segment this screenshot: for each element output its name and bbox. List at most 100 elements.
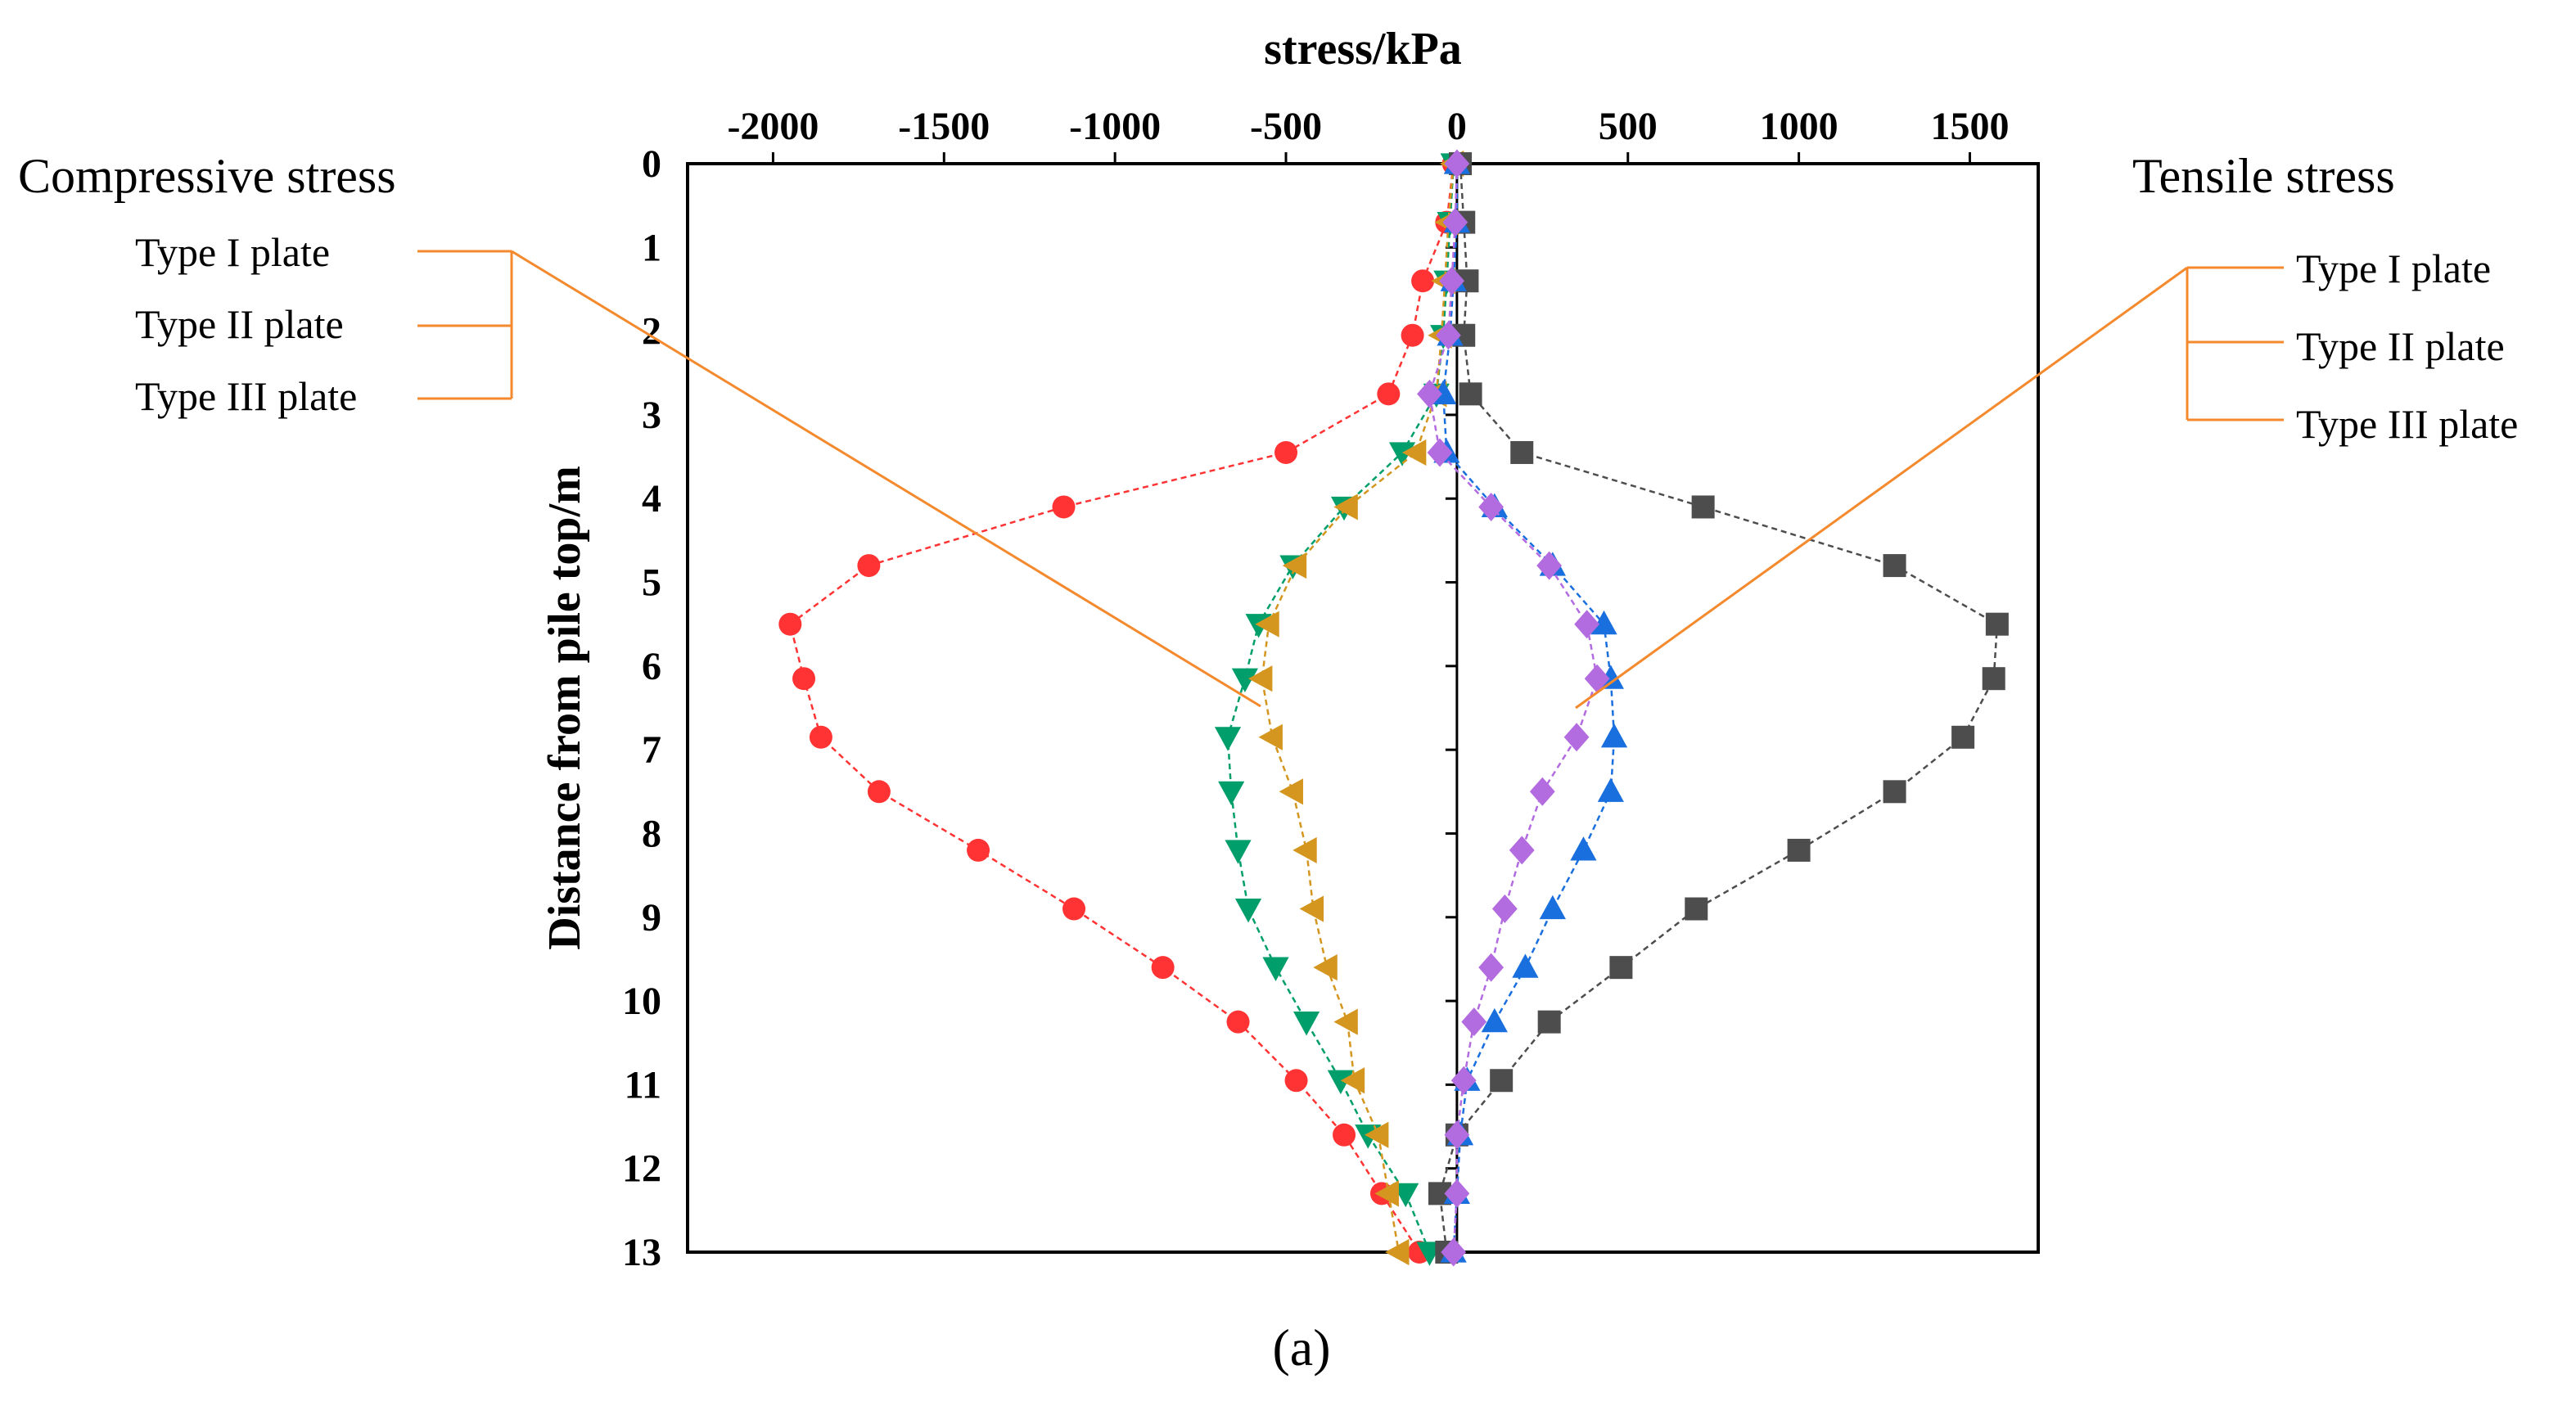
data-point xyxy=(1478,492,1505,521)
data-point xyxy=(1459,382,1482,406)
y-tick-label: 9 xyxy=(642,896,661,940)
data-point xyxy=(1444,1178,1470,1208)
data-point xyxy=(1441,1237,1467,1267)
data-point xyxy=(857,554,881,578)
data-point xyxy=(1529,777,1555,806)
data-point xyxy=(1537,1010,1561,1034)
data-point xyxy=(1883,780,1906,804)
data-point xyxy=(1417,379,1442,408)
data-point xyxy=(1327,1070,1354,1095)
legend-tensile-bracket xyxy=(2186,266,2284,421)
data-point xyxy=(1609,956,1633,980)
legend-compressive: Compressive stress Type I plate Type II … xyxy=(18,149,1261,708)
data-point xyxy=(867,780,891,804)
legend-compressive-leader xyxy=(511,250,1261,708)
data-point xyxy=(1333,1123,1356,1147)
x-axis-title: stress/kPa xyxy=(1264,24,1462,74)
x-tick-label: 1500 xyxy=(1930,105,2009,148)
series-line xyxy=(788,163,1455,1253)
data-point xyxy=(1385,1238,1410,1266)
legend-tensile-leader xyxy=(1575,266,2188,710)
y-tick-label: 10 xyxy=(622,980,661,1023)
data-point xyxy=(1570,836,1597,861)
x-tick-label: -500 xyxy=(1250,105,1322,148)
data-point xyxy=(1052,495,1076,519)
data-point xyxy=(1401,323,1424,347)
data-point xyxy=(778,612,802,636)
data-point xyxy=(1985,612,2009,636)
data-point xyxy=(1333,1008,1358,1035)
data-point xyxy=(1231,668,1258,692)
x-tick-label: 1000 xyxy=(1760,105,1838,148)
data-point xyxy=(1214,727,1242,751)
legend-tensile-title: Tensile stress xyxy=(2132,149,2395,203)
data-point xyxy=(1536,551,1563,580)
data-point xyxy=(1255,611,1279,638)
data-point xyxy=(1442,208,1468,237)
data-point xyxy=(1883,554,1906,578)
data-point xyxy=(1951,725,1975,749)
data-point xyxy=(1293,1012,1320,1036)
data-point xyxy=(1274,440,1298,464)
series-layer xyxy=(778,149,2009,1267)
x-axis-ticks: -2000 -1500 -1000 -500 0 500 1000 1500 xyxy=(727,105,2009,164)
x-tick-label: 500 xyxy=(1599,105,1658,148)
y-tick-label: 1 xyxy=(642,226,661,269)
data-point xyxy=(792,667,816,691)
legend-tensile-item-1: Type I plate xyxy=(2296,246,2491,291)
legend-tensile-item-3: Type III plate xyxy=(2296,401,2518,447)
data-point xyxy=(1481,1007,1508,1033)
data-point xyxy=(967,838,990,862)
data-point xyxy=(1491,895,1518,924)
data-point xyxy=(1584,664,1610,693)
legend-tensile-item-2: Type II plate xyxy=(2296,323,2505,369)
y-tick-label: 4 xyxy=(642,477,661,520)
legend-compressive-bracket xyxy=(417,250,513,400)
data-point xyxy=(1478,953,1505,982)
data-point xyxy=(1691,495,1715,519)
data-point xyxy=(1284,1069,1308,1093)
data-point xyxy=(1225,840,1252,864)
panel-label: (a) xyxy=(1272,1318,1330,1377)
legend-compressive-item-1: Type I plate xyxy=(135,229,330,275)
x-tick-label: -1000 xyxy=(1069,105,1161,148)
data-point xyxy=(1226,1010,1250,1034)
data-point xyxy=(1364,1121,1389,1148)
data-point xyxy=(1282,552,1307,579)
data-point xyxy=(1293,836,1317,864)
data-point xyxy=(1392,1183,1419,1208)
data-point xyxy=(1401,439,1427,466)
y-tick-label: 0 xyxy=(642,142,661,186)
data-point xyxy=(1439,266,1465,295)
data-point xyxy=(1062,897,1086,921)
data-point xyxy=(1333,493,1358,520)
y-tick-label: 8 xyxy=(642,812,661,855)
y-axis-title: Distance from pile top/m xyxy=(539,466,590,950)
x-tick-label: -1500 xyxy=(898,105,990,148)
data-point xyxy=(1563,723,1590,752)
y-tick-label: 5 xyxy=(642,561,661,605)
legend-compressive-title: Compressive stress xyxy=(18,149,396,203)
series-1 xyxy=(778,152,1465,1264)
data-point xyxy=(1151,956,1175,980)
data-point xyxy=(1234,898,1262,923)
data-point xyxy=(1313,954,1338,981)
data-point xyxy=(1982,667,2005,691)
y-tick-label: 12 xyxy=(622,1147,661,1191)
data-point xyxy=(1377,382,1401,406)
y-tick-label: 13 xyxy=(622,1231,661,1274)
legend-tensile: Tensile stress Type I plate Type II plat… xyxy=(1575,149,2518,710)
data-point xyxy=(1787,838,1811,862)
data-point xyxy=(1597,777,1624,802)
x-tick-label: 0 xyxy=(1447,105,1467,148)
data-point xyxy=(1279,778,1303,805)
data-point xyxy=(1262,957,1289,981)
data-point xyxy=(1374,1180,1399,1207)
x-tick-label: -2000 xyxy=(727,105,819,148)
data-point xyxy=(1539,895,1566,920)
data-point xyxy=(1436,321,1461,350)
data-point xyxy=(1685,897,1708,921)
data-point xyxy=(1574,610,1600,639)
